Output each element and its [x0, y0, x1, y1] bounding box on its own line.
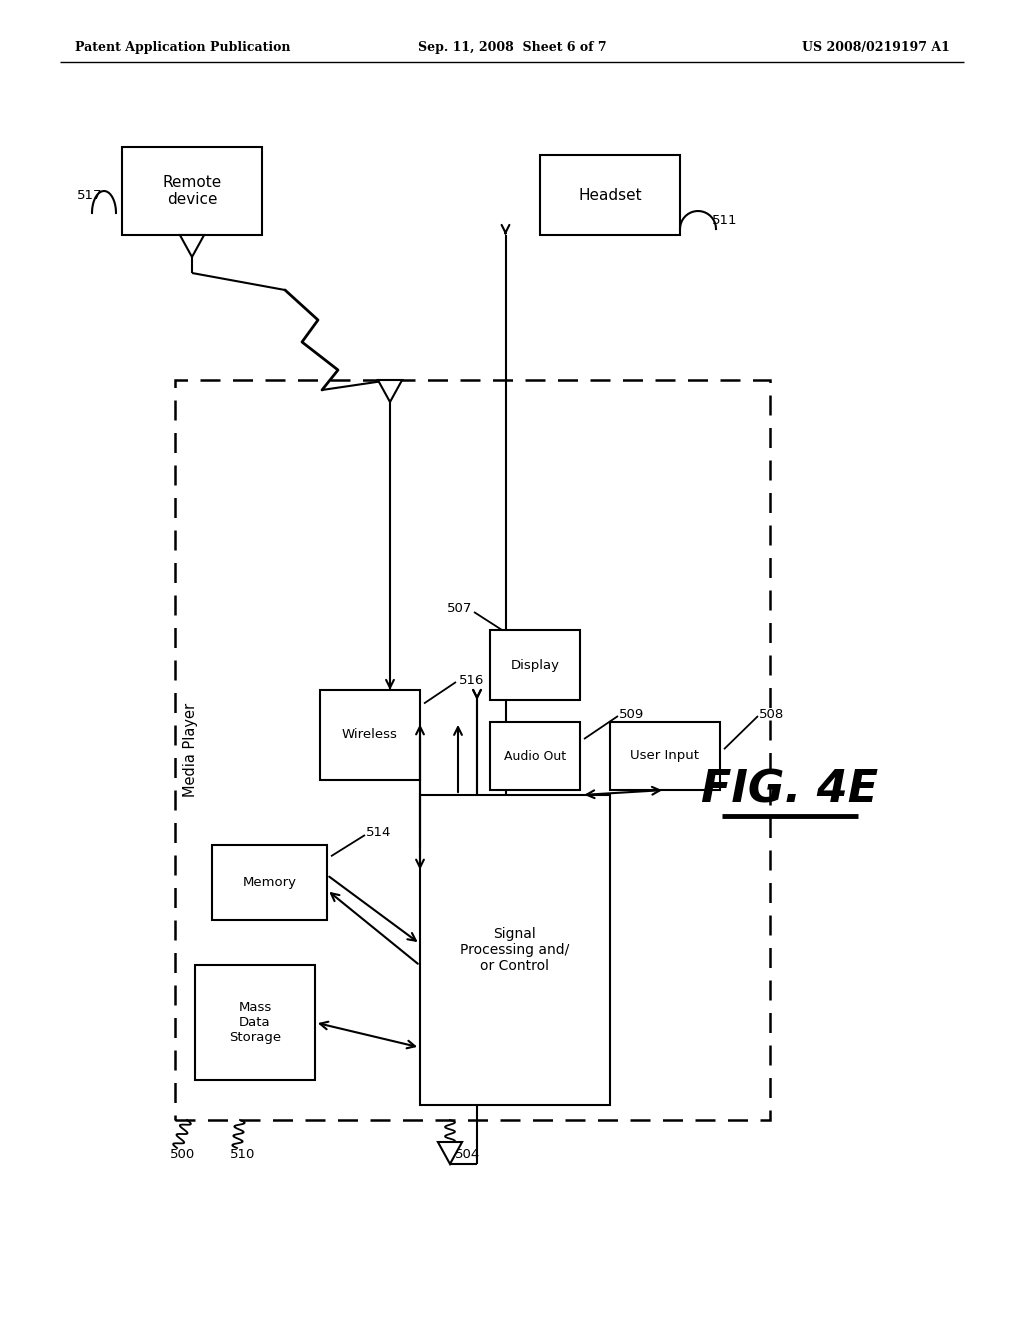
Text: Mass
Data
Storage: Mass Data Storage	[229, 1001, 281, 1044]
Text: 514: 514	[367, 826, 392, 840]
Text: Display: Display	[511, 659, 559, 672]
Bar	[540, 154, 680, 235]
Text: Audio Out: Audio Out	[504, 750, 566, 763]
Bar	[212, 845, 327, 920]
Text: Signal
Processing and/
or Control: Signal Processing and/ or Control	[461, 927, 569, 973]
Text: 516: 516	[460, 673, 484, 686]
Text: User Input: User Input	[631, 750, 699, 763]
Text: 511: 511	[713, 214, 737, 227]
Text: 510: 510	[230, 1148, 255, 1162]
Bar	[490, 630, 580, 700]
Text: 517: 517	[77, 189, 102, 202]
Polygon shape	[378, 380, 402, 403]
Text: US 2008/0219197 A1: US 2008/0219197 A1	[802, 41, 950, 54]
Bar	[610, 722, 720, 789]
Bar	[195, 965, 315, 1080]
Text: Media Player: Media Player	[183, 704, 199, 797]
Bar	[319, 690, 420, 780]
Text: Patent Application Publication: Patent Application Publication	[75, 41, 291, 54]
Text: Headset: Headset	[579, 187, 642, 202]
Text: 500: 500	[170, 1148, 196, 1162]
Text: FIG. 4E: FIG. 4E	[701, 768, 879, 812]
Text: 509: 509	[620, 708, 645, 721]
Bar	[420, 795, 610, 1105]
Bar	[490, 722, 580, 789]
Bar	[175, 380, 770, 1119]
Text: 507: 507	[447, 602, 473, 615]
Polygon shape	[180, 235, 204, 257]
Text: Sep. 11, 2008  Sheet 6 of 7: Sep. 11, 2008 Sheet 6 of 7	[418, 41, 606, 54]
Text: 508: 508	[760, 708, 784, 721]
Text: Remote
device: Remote device	[163, 174, 221, 207]
Polygon shape	[438, 1142, 462, 1164]
Text: 504: 504	[455, 1148, 480, 1162]
Text: Wireless: Wireless	[342, 729, 398, 742]
Text: Memory: Memory	[243, 876, 297, 888]
Bar	[122, 147, 262, 235]
